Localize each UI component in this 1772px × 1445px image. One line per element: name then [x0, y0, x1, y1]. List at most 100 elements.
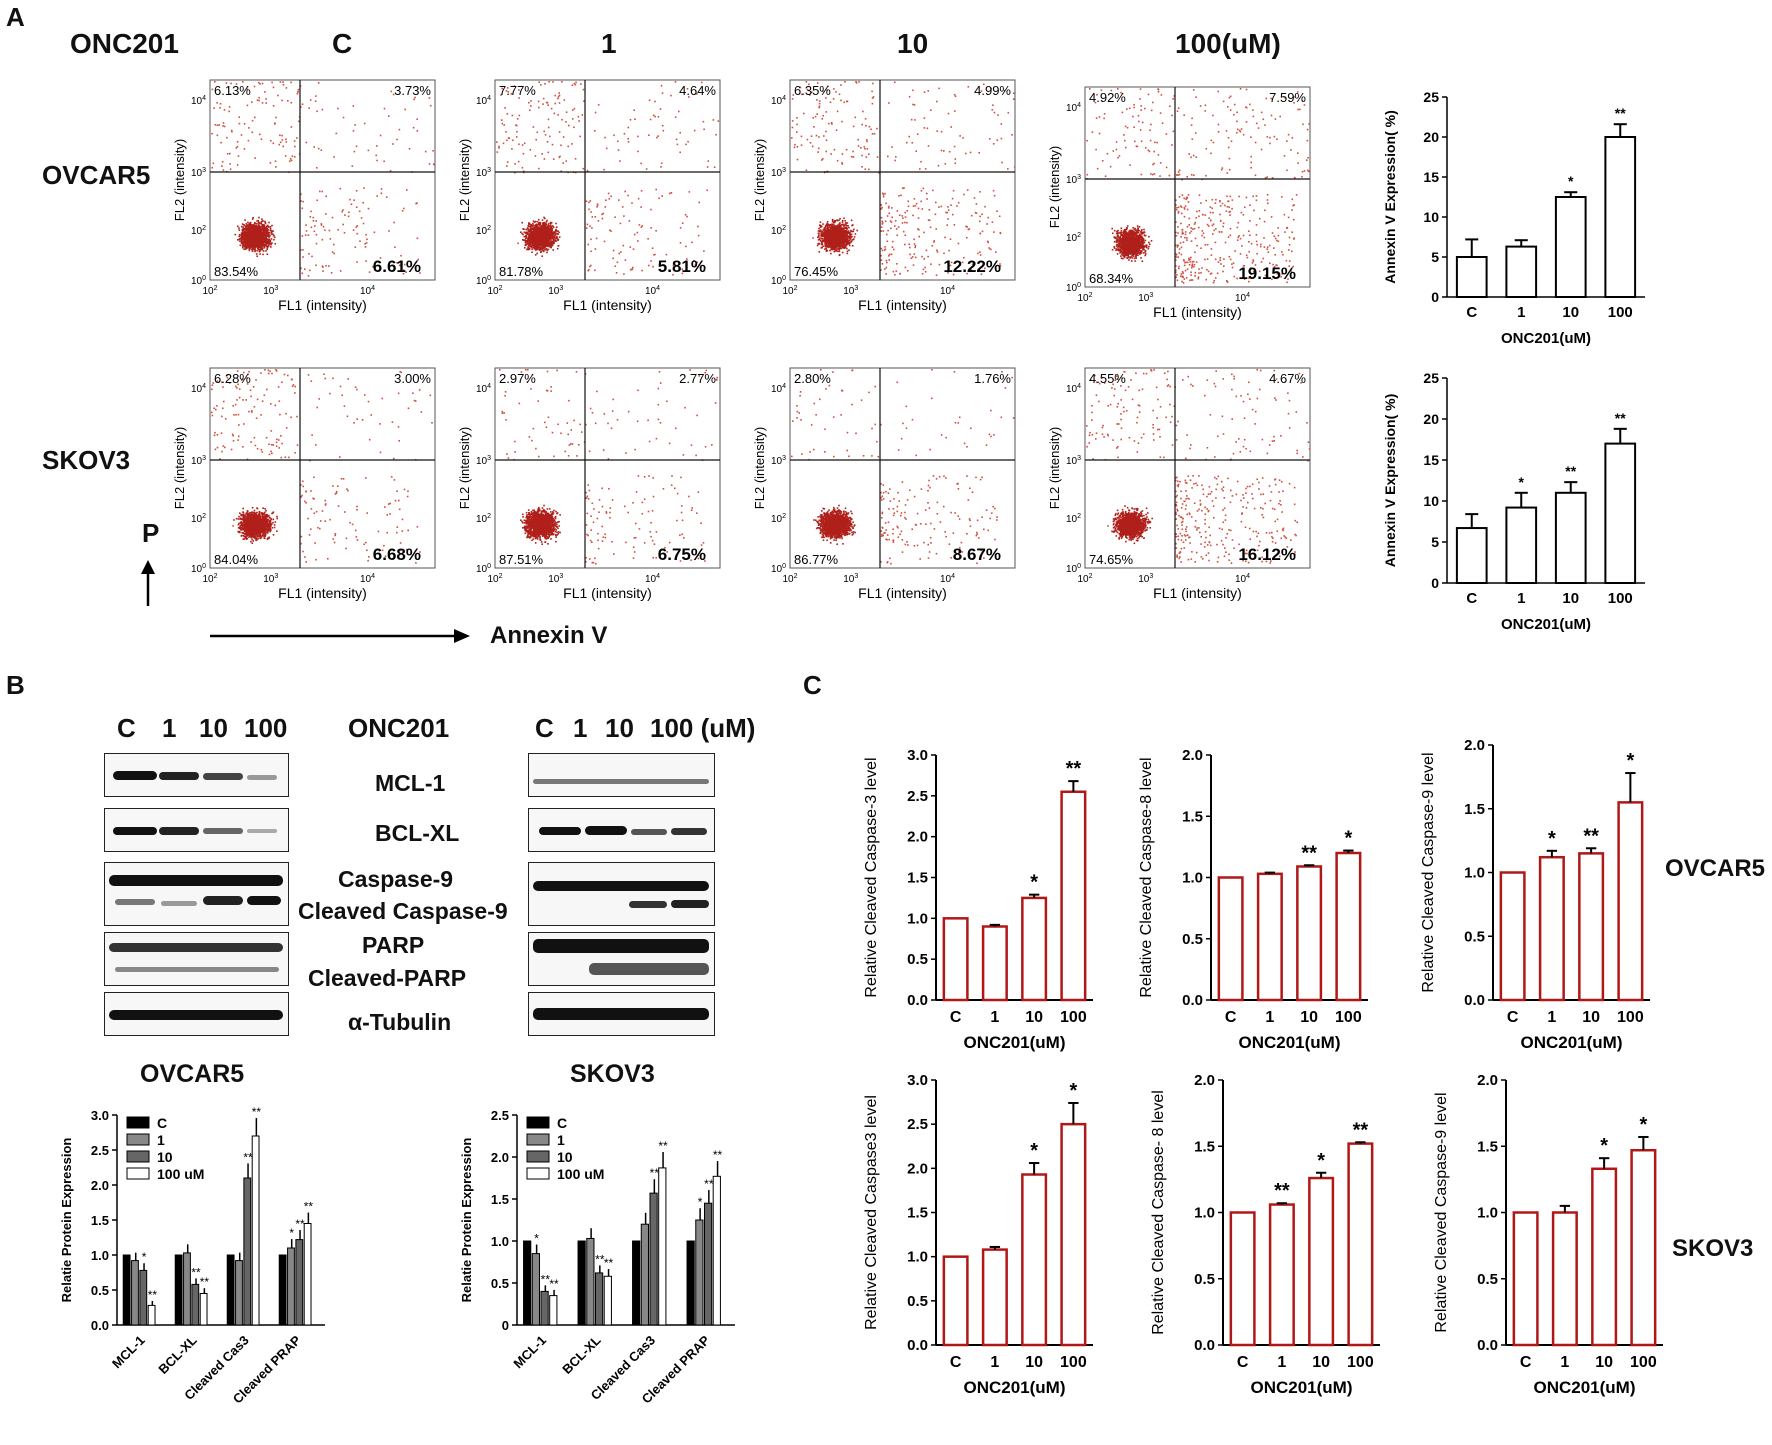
- event-dot: [406, 189, 408, 191]
- event-dot: [663, 130, 665, 132]
- event-dot: [540, 229, 542, 231]
- event-dot: [936, 101, 938, 103]
- event-dot: [381, 193, 383, 195]
- event-dot: [413, 99, 415, 101]
- x-axis-title: FL1 (intensity): [278, 297, 367, 313]
- event-dot: [914, 119, 916, 121]
- event-dot: [552, 249, 554, 251]
- event-dot: [538, 107, 540, 109]
- event-dot: [528, 237, 530, 239]
- event-dot: [862, 111, 864, 113]
- event-dot: [708, 160, 710, 162]
- event-dot: [544, 158, 546, 160]
- quadrant-ll-label: 83.54%: [214, 264, 259, 279]
- event-dot: [656, 137, 658, 139]
- event-dot: [630, 119, 632, 121]
- event-dot: [830, 247, 832, 249]
- event-dot: [259, 249, 261, 251]
- event-dot: [654, 101, 656, 103]
- event-dot: [613, 135, 615, 137]
- event-dot: [623, 215, 625, 217]
- event-dot: [617, 141, 619, 143]
- event-dot: [254, 226, 256, 228]
- event-dot: [249, 228, 251, 230]
- event-dot: [524, 143, 526, 145]
- event-dot: [546, 252, 548, 254]
- event-dot: [265, 98, 267, 100]
- event-dot: [945, 163, 947, 165]
- event-dot: [331, 272, 333, 274]
- event-dot: [888, 255, 890, 257]
- event-dot: [396, 139, 398, 141]
- event-dot: [946, 224, 948, 226]
- event-dot: [864, 146, 866, 148]
- event-dot: [603, 169, 605, 171]
- event-dot: [249, 231, 251, 233]
- event-dot: [882, 193, 884, 195]
- event-dot: [506, 140, 508, 142]
- event-dot: [889, 254, 891, 256]
- event-dot: [268, 233, 270, 235]
- event-dot: [260, 234, 262, 236]
- event-dot: [527, 243, 529, 245]
- event-dot: [526, 237, 528, 239]
- event-dot: [251, 248, 253, 250]
- event-dot: [309, 270, 311, 272]
- event-dot: [246, 232, 248, 234]
- event-dot: [237, 146, 239, 148]
- event-dot: [268, 229, 270, 231]
- event-dot: [943, 253, 945, 255]
- event-dot: [215, 124, 217, 126]
- event-dot: [260, 223, 262, 225]
- event-dot: [220, 103, 222, 105]
- event-dot: [311, 256, 313, 258]
- event-dot: [524, 236, 526, 238]
- event-dot: [546, 221, 548, 223]
- event-dot: [837, 111, 839, 113]
- event-dot: [920, 161, 922, 163]
- event-dot: [393, 222, 395, 224]
- event-dot: [258, 100, 260, 102]
- event-dot: [246, 237, 248, 239]
- event-dot: [368, 150, 370, 152]
- event-dot: [894, 225, 896, 227]
- event-dot: [902, 217, 904, 219]
- event-dot: [596, 238, 598, 240]
- event-dot: [650, 209, 652, 211]
- event-dot: [219, 107, 221, 109]
- event-dot: [623, 245, 625, 247]
- event-dot: [536, 237, 538, 239]
- event-dot: [282, 146, 284, 148]
- event-dot: [316, 243, 318, 245]
- event-dot: [791, 137, 793, 139]
- event-dot: [949, 151, 951, 153]
- event-dot: [575, 158, 577, 160]
- event-dot: [558, 92, 560, 94]
- event-dot: [529, 248, 531, 250]
- event-dot: [819, 103, 821, 105]
- event-dot: [904, 222, 906, 224]
- event-dot: [979, 233, 981, 235]
- event-dot: [837, 248, 839, 250]
- event-dot: [849, 232, 851, 234]
- event-dot: [263, 242, 265, 244]
- event-dot: [847, 225, 849, 227]
- event-dot: [924, 267, 926, 269]
- event-dot: [992, 109, 994, 111]
- event-dot: [662, 92, 664, 94]
- event-dot: [247, 228, 249, 230]
- y-tick-label: 103: [191, 167, 206, 179]
- event-dot: [861, 124, 863, 126]
- event-dot: [588, 244, 590, 246]
- event-dot: [830, 102, 832, 104]
- x-tick-label: 104: [645, 285, 660, 297]
- event-dot: [260, 227, 262, 229]
- event-dot: [356, 226, 358, 228]
- event-dot: [254, 117, 256, 119]
- event-dot: [906, 210, 908, 212]
- event-dot: [257, 99, 259, 101]
- event-dot: [707, 166, 709, 168]
- event-dot: [840, 84, 842, 86]
- event-dot: [891, 254, 893, 256]
- event-dot: [533, 236, 535, 238]
